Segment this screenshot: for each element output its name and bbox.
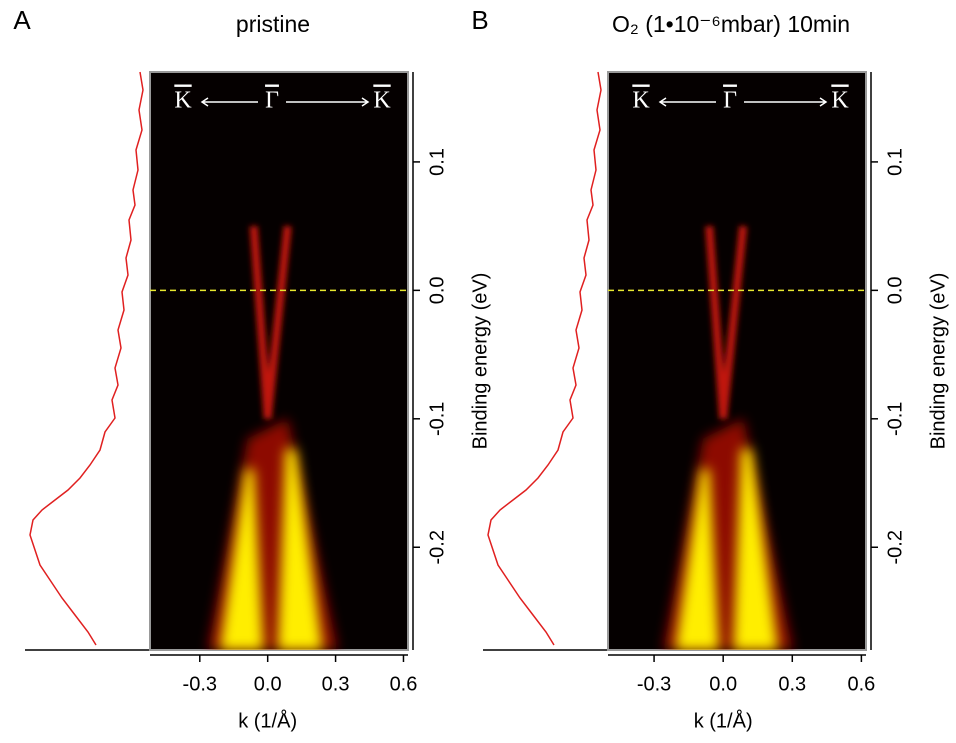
y-axis-label: Binding energy (eV) <box>469 273 491 450</box>
band-left <box>675 468 720 650</box>
x-axis-label: k (1/Å) <box>694 709 753 732</box>
panel: K Γ K -0.3 0.0 0.3 0.6 0.1 0.0 -0.1 -0.2 k (1/Å) Bin… <box>471 5 949 732</box>
x-tick-label: 0.3 <box>778 673 806 695</box>
annotation: Γ <box>723 88 737 114</box>
arpes-bands <box>663 225 794 650</box>
band-right <box>733 448 779 650</box>
panel: K Γ K -0.3 0.0 0.3 0.6 0.1 0.0 -0.1 -0.2 k (1/Å) Bin… <box>13 5 491 732</box>
annotation-arrows <box>658 97 828 107</box>
band-upper <box>705 225 748 420</box>
y-tick-label: 0.0 <box>426 276 448 304</box>
annotation: Γ <box>265 88 279 114</box>
band-upper <box>249 225 292 420</box>
x-tick-label: 0.0 <box>709 673 737 695</box>
x-axis-label: k (1/Å) <box>238 709 297 732</box>
x-tick-label: 0.0 <box>254 673 282 695</box>
edc-curve <box>29 71 144 646</box>
chart-title: O₂ (1•10⁻⁶mbar) 10min <box>612 11 850 37</box>
y-tick-label: -0.2 <box>884 530 906 564</box>
y-tick-label: 0.1 <box>426 148 448 176</box>
arpes-bands <box>207 225 338 650</box>
annotation: K <box>831 88 849 114</box>
y-tick-label: -0.2 <box>426 530 448 564</box>
x-tick-label: 0.6 <box>390 673 418 695</box>
y-tick-label: 0.1 <box>884 148 906 176</box>
y-tick-label: -0.1 <box>884 402 906 436</box>
y-tick-label: -0.1 <box>426 402 448 436</box>
annotation: K <box>373 88 391 114</box>
y-axis-label: Binding energy (eV) <box>927 273 949 450</box>
edc-curve <box>487 71 602 646</box>
annotation: K <box>632 88 650 114</box>
x-tick-label: 0.3 <box>322 673 350 695</box>
panel-label: B <box>471 5 488 35</box>
x-tick-label: 0.6 <box>847 673 875 695</box>
band-right <box>277 448 323 650</box>
annotation-arrows <box>200 97 370 107</box>
x-tick-label: -0.3 <box>637 673 671 695</box>
annotation: K <box>174 88 192 114</box>
band-left <box>219 468 264 650</box>
panel-label: A <box>13 5 31 35</box>
chart-title: pristine <box>236 11 310 37</box>
x-tick-label: -0.3 <box>183 673 217 695</box>
y-tick-label: 0.0 <box>884 276 906 304</box>
